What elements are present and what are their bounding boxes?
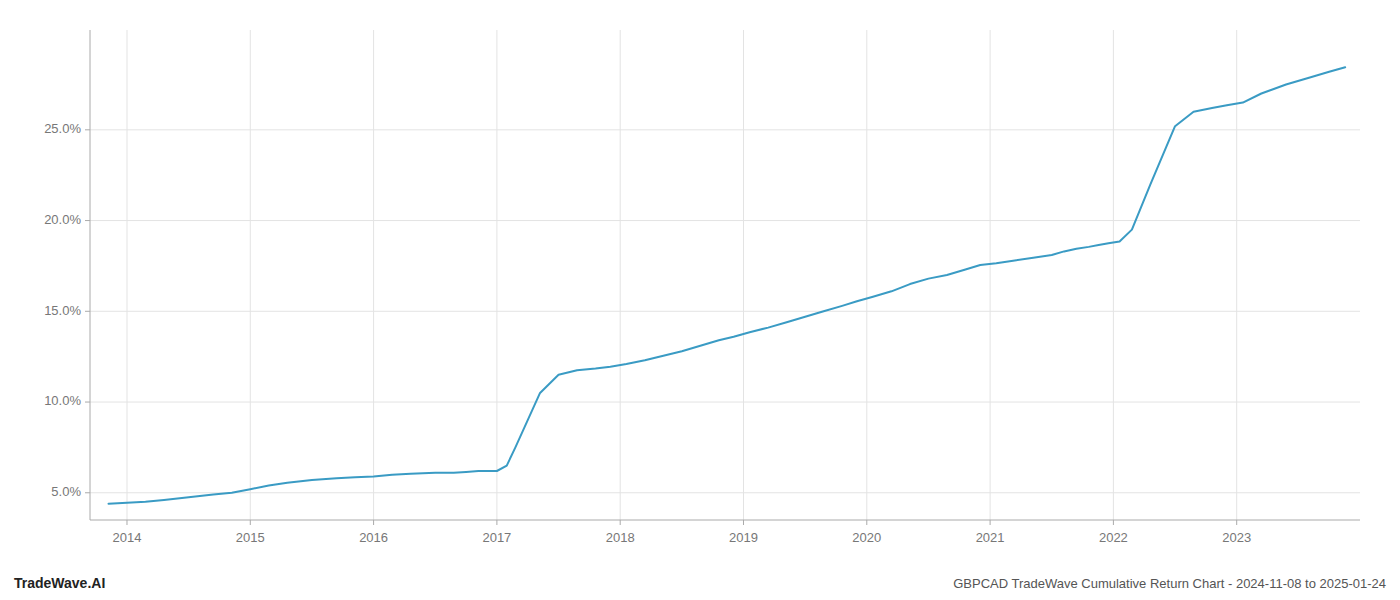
- x-axis-line: [90, 520, 1360, 521]
- footer-text: TradeWave.AI: [14, 575, 105, 591]
- grid-line: [620, 30, 621, 520]
- tick-label: 2015: [236, 530, 265, 545]
- tick-mark: [85, 220, 90, 221]
- tick-label: 25.0%: [44, 121, 81, 136]
- tick-label: 10.0%: [44, 393, 81, 408]
- tick-mark: [85, 129, 90, 130]
- tick-mark: [373, 520, 374, 525]
- grid-line: [90, 402, 1360, 403]
- tick-label: 15.0%: [44, 303, 81, 318]
- y-axis-line: [90, 30, 91, 520]
- grid-line: [90, 129, 1360, 130]
- grid-line: [126, 30, 127, 520]
- tick-mark: [126, 520, 127, 525]
- grid-line: [743, 30, 744, 520]
- tick-mark: [743, 520, 744, 525]
- tick-mark: [1113, 520, 1114, 525]
- tick-mark: [85, 492, 90, 493]
- grid-line: [90, 311, 1360, 312]
- grid-line: [90, 492, 1360, 493]
- grid-line: [373, 30, 374, 520]
- tick-label: 2023: [1222, 530, 1251, 545]
- grid-line: [250, 30, 251, 520]
- tick-mark: [1236, 520, 1237, 525]
- tick-mark: [990, 520, 991, 525]
- axes: 5.0% 10.0% 15.0% 20.0% 25.0% 2014 2015 2016 2017…: [44, 30, 1360, 545]
- tick-mark: [620, 520, 621, 525]
- tick-label: 5.0%: [51, 484, 81, 499]
- tick-label: 2022: [1099, 530, 1128, 545]
- grid-line: [496, 30, 497, 520]
- grid-line: [866, 30, 867, 520]
- grid: [90, 30, 1360, 520]
- tick-label: 2017: [482, 530, 511, 545]
- tick-mark: [85, 402, 90, 403]
- tick-label: 2014: [113, 530, 142, 545]
- series: [109, 67, 1346, 503]
- footer-text: GBPCAD TradeWave Cumulative Return Chart…: [953, 576, 1386, 591]
- grid-line: [90, 220, 1360, 221]
- tick-label: 2019: [729, 530, 758, 545]
- grid-line: [990, 30, 991, 520]
- tick-label: 20.0%: [44, 212, 81, 227]
- tick-mark: [250, 520, 251, 525]
- chart: 5.0% 10.0% 15.0% 20.0% 25.0% 2014 2015 2016 2017…: [0, 0, 1400, 600]
- tick-label: 2020: [852, 530, 881, 545]
- line: [109, 67, 1346, 503]
- grid-line: [1113, 30, 1114, 520]
- tick-label: 2016: [359, 530, 388, 545]
- tick-mark: [866, 520, 867, 525]
- tick-label: 2021: [976, 530, 1005, 545]
- tick-label: 2018: [606, 530, 635, 545]
- tick-mark: [496, 520, 497, 525]
- tick-mark: [85, 311, 90, 312]
